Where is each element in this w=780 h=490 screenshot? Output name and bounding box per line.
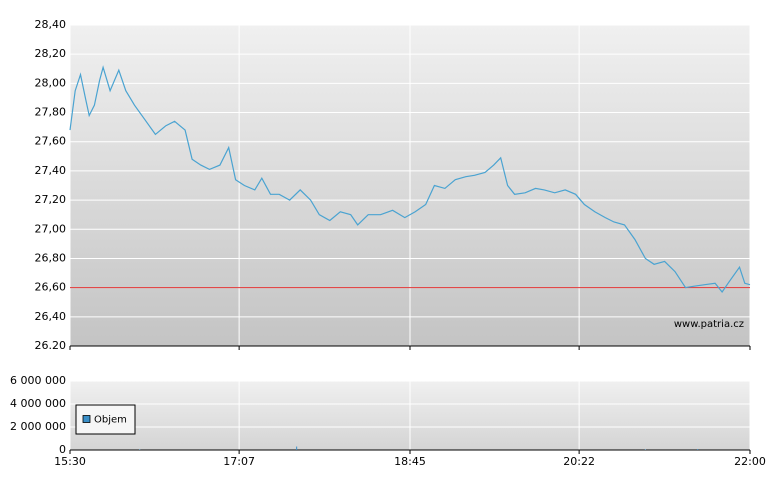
y-tick-label: 28,00	[35, 76, 67, 89]
volume-bar	[139, 449, 141, 450]
y-tick-label: 27,40	[35, 164, 67, 177]
x-tick-label: 18:45	[394, 455, 426, 468]
y-tick-label: 27,80	[35, 106, 67, 119]
y-tick-label: 6 000 000	[10, 374, 66, 387]
y-tick-label: 28,20	[35, 47, 67, 60]
x-tick-label: 17:07	[223, 455, 255, 468]
y-tick-label: 26,40	[35, 310, 67, 323]
y-tick-label: 26.20	[35, 339, 67, 352]
y-tick-label: 4 000 000	[10, 397, 66, 410]
price-line	[69, 65, 751, 294]
watermark: www.patria.cz	[674, 319, 744, 330]
y-tick-label: 27,00	[35, 222, 67, 235]
x-tick-label: 22:00	[734, 455, 766, 468]
y-tick-label: 0	[59, 443, 66, 456]
y-tick-label: 27,60	[35, 135, 67, 148]
volume-bar	[644, 449, 646, 450]
y-tick-label: 2 000 000	[10, 420, 66, 433]
x-tick-label: 15:30	[54, 455, 86, 468]
y-tick-label: 27,20	[35, 193, 67, 206]
y-tick-label: 28,40	[35, 18, 67, 31]
y-tick-label: 26,80	[35, 251, 67, 264]
legend-label: Objem	[94, 415, 127, 426]
legend-swatch	[82, 415, 91, 423]
volume-bar	[697, 449, 699, 450]
x-tick-label: 20:22	[563, 455, 595, 468]
volume-bar	[296, 446, 298, 450]
y-tick-label: 26,60	[35, 281, 67, 294]
